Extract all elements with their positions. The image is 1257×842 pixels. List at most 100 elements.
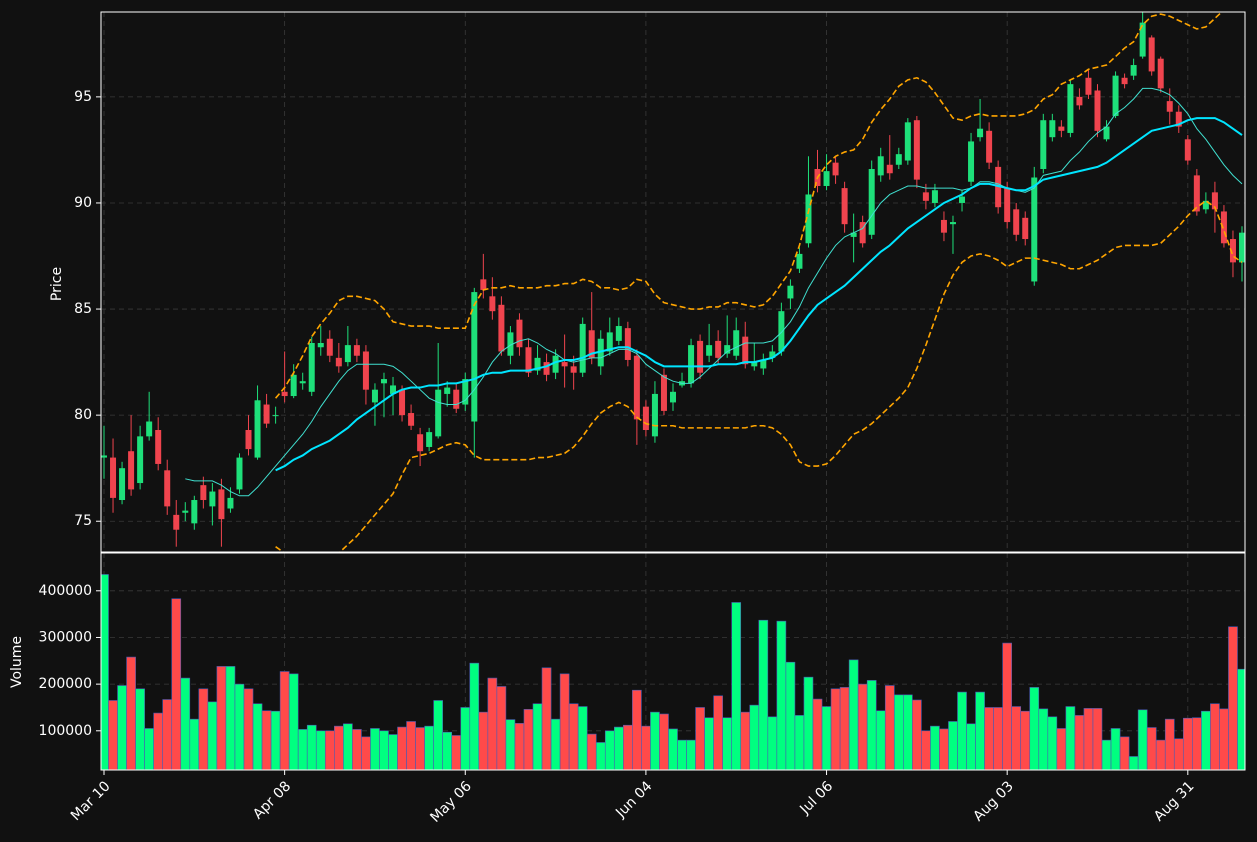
y-tick-label: 200000 xyxy=(39,676,92,692)
candle-body xyxy=(471,292,478,422)
bar xyxy=(1128,756,1139,770)
candle-body xyxy=(796,253,803,269)
candle-body xyxy=(670,391,676,403)
bar xyxy=(695,707,705,770)
bar xyxy=(514,723,525,770)
line xyxy=(185,87,1243,497)
candle-body xyxy=(371,389,378,403)
candle-body xyxy=(227,497,234,509)
candle-body xyxy=(1193,175,1200,212)
candle-body xyxy=(715,340,722,358)
candle-body xyxy=(995,166,1002,208)
bar xyxy=(270,710,281,770)
candle-body xyxy=(959,196,966,203)
candle-body xyxy=(516,319,523,348)
candle-body xyxy=(877,156,884,176)
candle-body xyxy=(417,434,424,452)
candle-body xyxy=(290,374,297,397)
candle-body xyxy=(137,436,144,484)
y-tick-label: 80 xyxy=(74,407,92,423)
bar xyxy=(812,698,823,770)
candle-body xyxy=(1022,217,1029,240)
bar xyxy=(135,688,145,770)
bar xyxy=(1029,687,1040,770)
bar xyxy=(803,676,814,770)
bar xyxy=(1155,739,1166,770)
bar xyxy=(1047,716,1058,770)
candle-body xyxy=(886,164,893,174)
y-tick-label: 100000 xyxy=(39,723,92,739)
bar xyxy=(893,694,904,770)
bar xyxy=(1056,728,1067,770)
bar xyxy=(1038,708,1049,770)
bar xyxy=(641,725,651,770)
candle-body xyxy=(588,330,595,358)
y-tick-label: 400000 xyxy=(39,583,92,599)
bar xyxy=(243,688,254,770)
candle-body xyxy=(1211,192,1218,210)
candle-body xyxy=(1139,22,1146,57)
bar xyxy=(144,728,154,770)
bar xyxy=(939,728,949,770)
candle-body xyxy=(1220,211,1227,244)
bar xyxy=(523,709,534,770)
candle-body xyxy=(651,393,658,437)
candle-body xyxy=(832,162,839,176)
bar xyxy=(1237,668,1245,770)
candle-body xyxy=(1121,77,1128,85)
candle-body xyxy=(949,222,956,225)
candle-body xyxy=(218,489,225,520)
bar xyxy=(559,673,570,770)
candle-body xyxy=(525,347,532,373)
plot-frame xyxy=(100,552,1246,771)
candle-body xyxy=(904,122,911,161)
candle-body xyxy=(859,222,866,244)
bar xyxy=(1020,710,1031,770)
bar xyxy=(984,707,994,770)
line xyxy=(274,12,1223,399)
candle-body xyxy=(317,343,324,348)
candle-body xyxy=(931,190,938,203)
candle-body xyxy=(733,330,740,356)
bar xyxy=(713,695,723,770)
bar xyxy=(957,691,967,770)
candle-body xyxy=(606,332,613,352)
y-tick-label: 90 xyxy=(74,195,92,211)
bar xyxy=(731,602,742,770)
bar xyxy=(225,666,236,770)
candle-body xyxy=(101,455,107,458)
candle-body xyxy=(760,359,767,369)
candle-body xyxy=(633,355,640,420)
bar xyxy=(1228,626,1238,770)
candle-body xyxy=(787,285,794,299)
candle-body xyxy=(615,326,622,341)
bar xyxy=(568,703,579,770)
candle-body xyxy=(335,357,342,367)
price-panel xyxy=(101,12,1245,552)
bar xyxy=(668,728,678,770)
bar xyxy=(1201,710,1211,770)
bar xyxy=(577,706,588,770)
bar xyxy=(153,712,164,770)
bar xyxy=(1002,642,1012,770)
candle-body xyxy=(245,429,252,450)
candle-body xyxy=(769,351,776,358)
candle-body xyxy=(164,470,171,507)
candle-body xyxy=(182,510,189,513)
bar xyxy=(288,673,299,770)
bar xyxy=(297,729,308,770)
candle-body xyxy=(624,328,631,360)
candle-body xyxy=(326,338,333,356)
bar xyxy=(930,725,940,770)
candle-body xyxy=(1040,120,1047,170)
bar xyxy=(821,706,832,770)
bar xyxy=(550,718,561,770)
bar xyxy=(496,686,507,770)
candle-body xyxy=(597,338,604,367)
bar xyxy=(315,730,326,770)
candle-body xyxy=(390,385,397,394)
candle-body xyxy=(1076,96,1083,106)
bar xyxy=(884,685,895,770)
candle-body xyxy=(399,389,406,416)
candle-body xyxy=(209,491,216,507)
